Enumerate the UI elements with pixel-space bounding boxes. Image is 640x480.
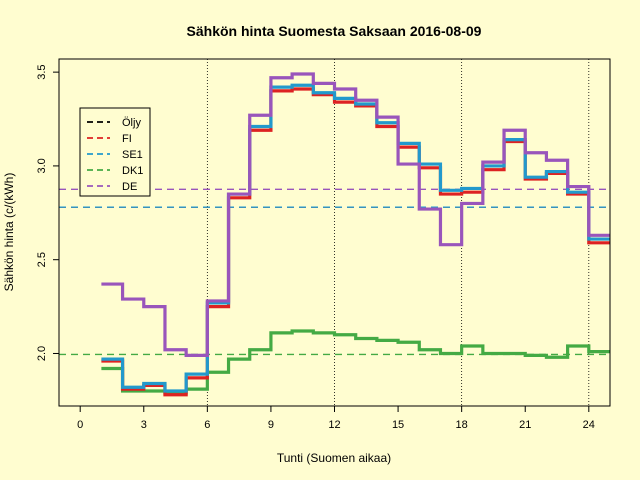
y-axis: 2.0 2.5 3.0 3.5: [36, 64, 59, 361]
x-tick-label: 15: [392, 419, 404, 431]
y-tick-label: 2.5: [36, 252, 48, 267]
series-line-de: [101, 72, 610, 357]
y-tick-label: 3.0: [36, 158, 48, 173]
chart-title: Sähkön hinta Suomesta Saksaan 2016-08-09: [187, 23, 482, 39]
series-line-dk1: [101, 329, 610, 395]
x-tick-label: 0: [77, 419, 83, 431]
x-tick-label: 9: [268, 419, 274, 431]
legend-label: DE: [122, 181, 137, 193]
x-tick-label: 6: [204, 419, 210, 431]
y-tick-label: 3.5: [36, 64, 48, 79]
legend-label: FI: [122, 133, 132, 145]
x-axis-label: Tunti (Suomen aikaa): [277, 451, 391, 465]
x-tick-label: 3: [141, 419, 147, 431]
y-axis-label: Sähkön hinta (c/(kWh): [2, 173, 16, 292]
legend: Öljy FI SE1 DK1 DE: [79, 107, 151, 197]
x-tick-label: 12: [328, 419, 340, 431]
x-axis: 0 3 6 9 12 15 18 21 24: [77, 406, 595, 431]
plot-area: [59, 59, 610, 406]
x-tick-label: 18: [456, 419, 468, 431]
x-tick-label: 24: [583, 419, 595, 431]
legend-label: SE1: [122, 149, 143, 161]
y-tick-label: 2.0: [36, 346, 48, 361]
legend-label: Öljy: [122, 117, 141, 129]
x-tick-label: 21: [519, 419, 531, 431]
legend-label: DK1: [122, 165, 143, 177]
